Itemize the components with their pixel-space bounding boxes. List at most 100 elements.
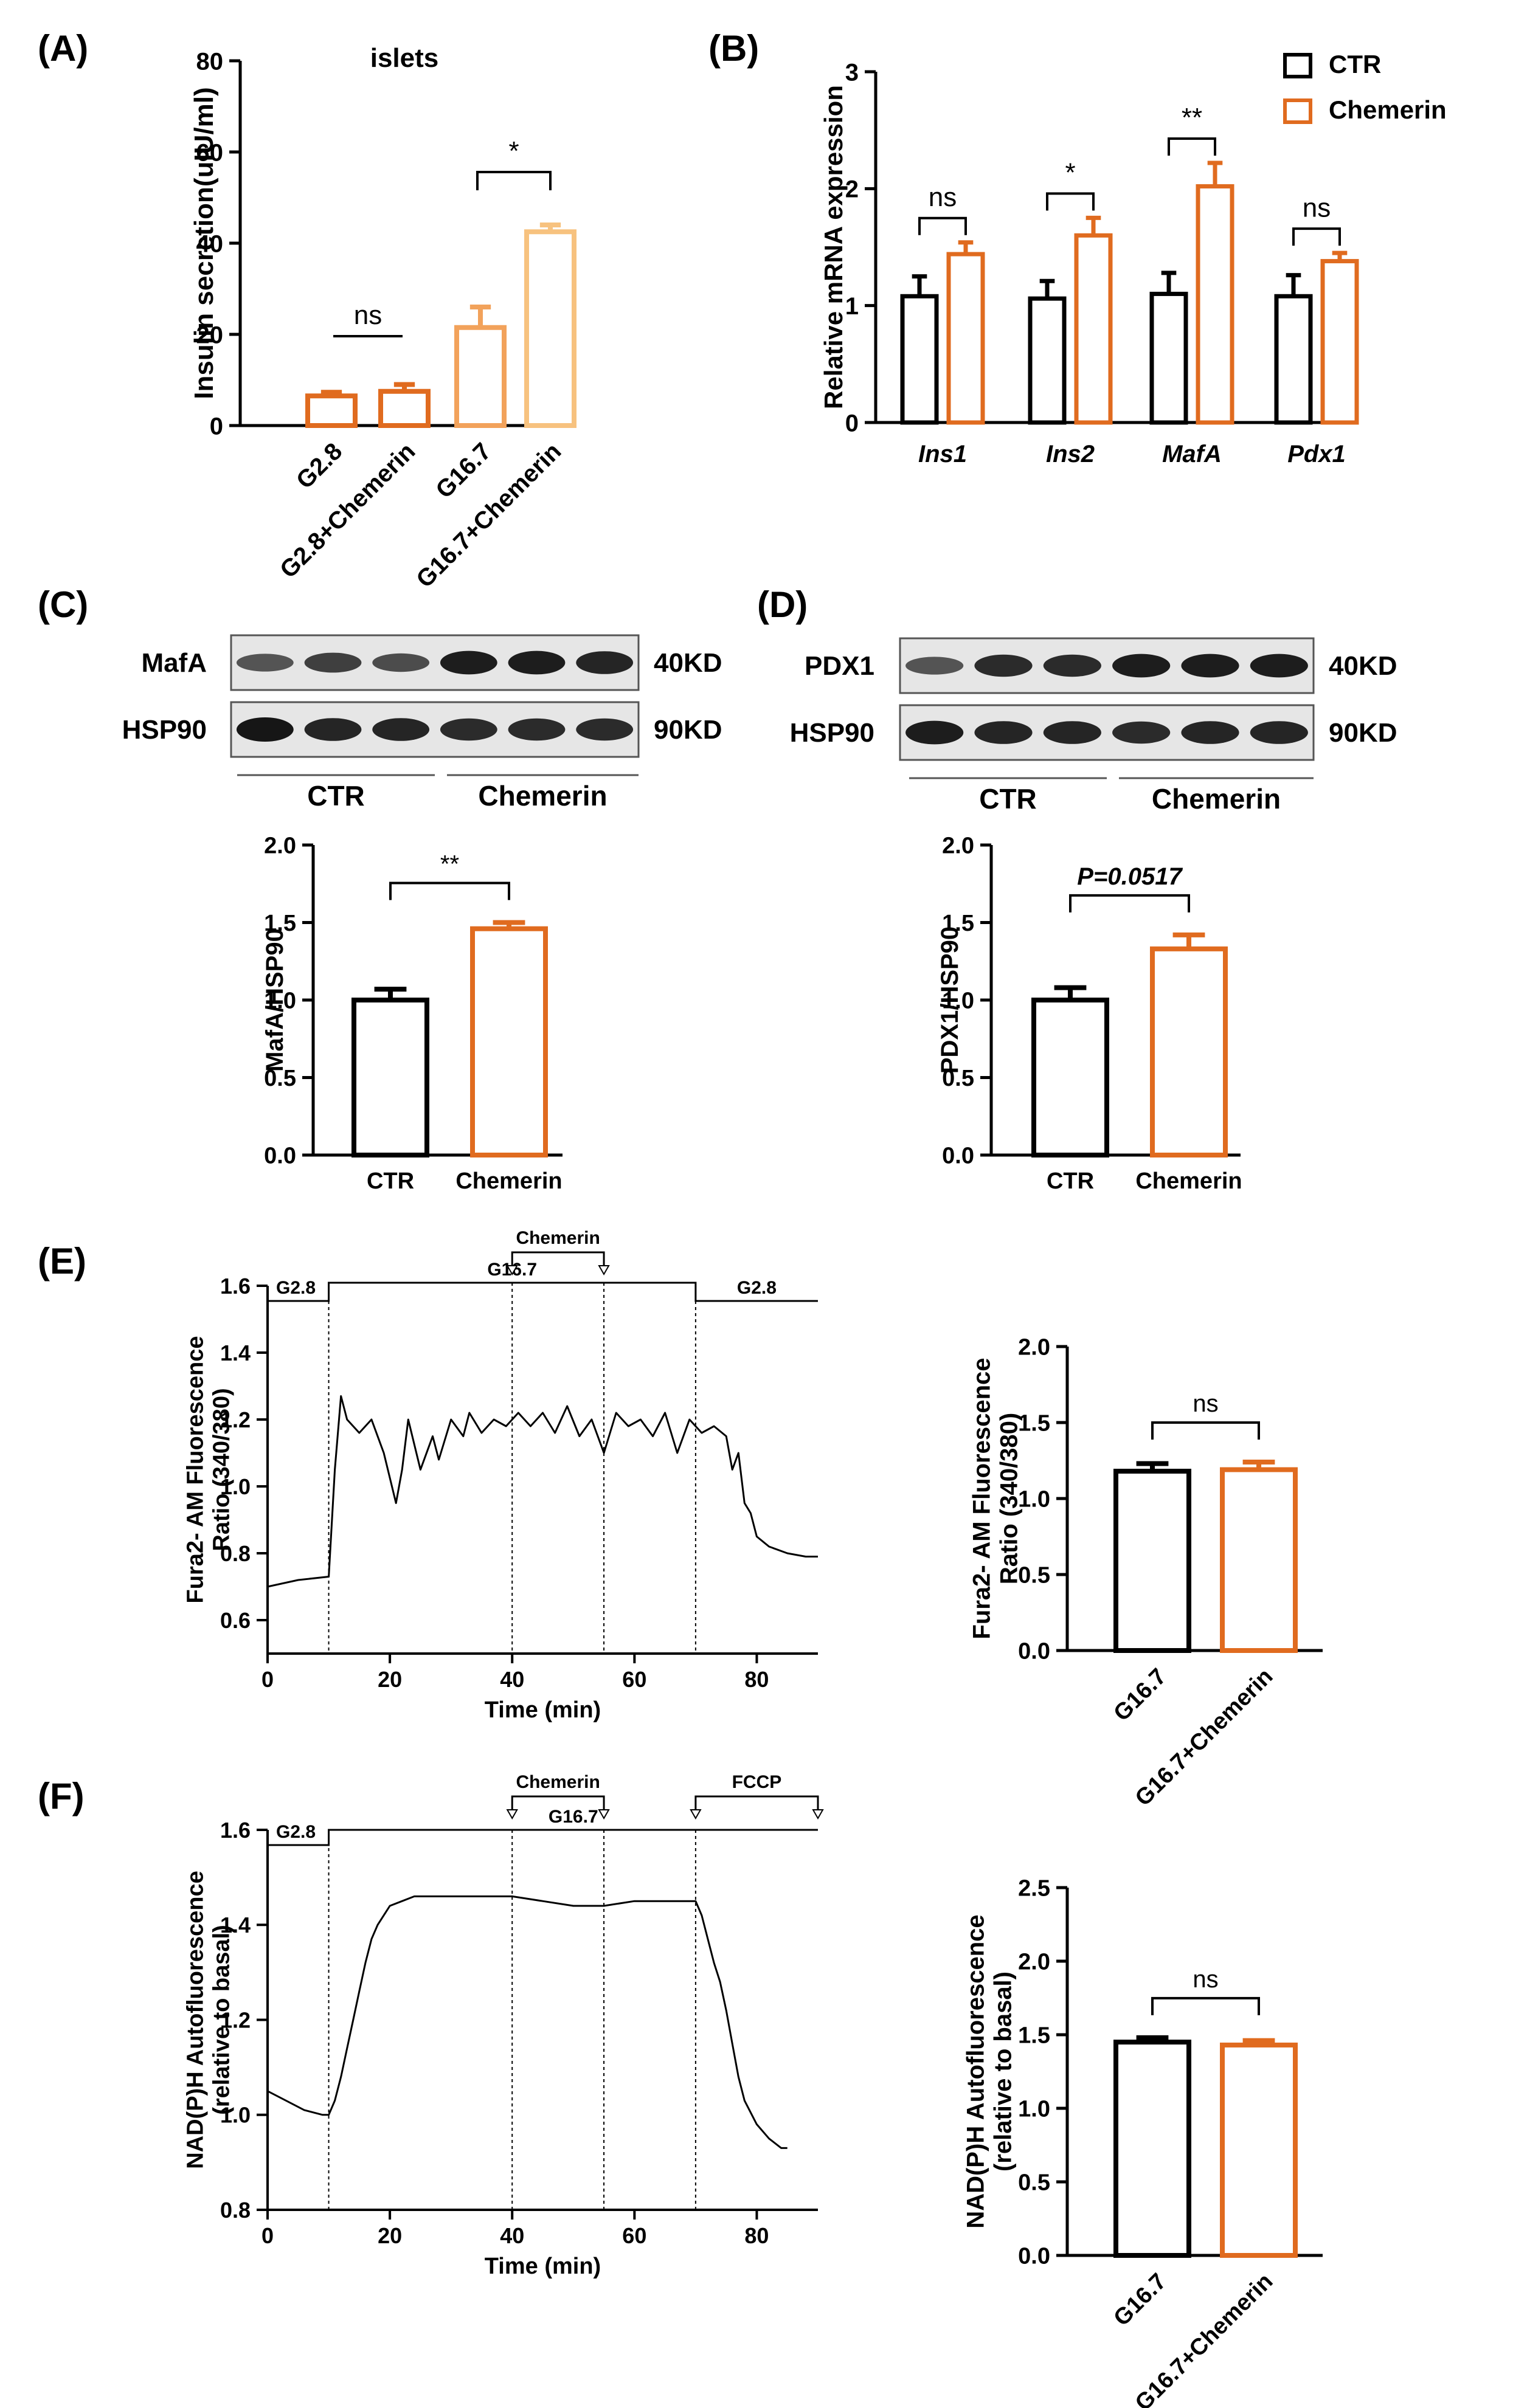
- y-axis-label: Ratio (340/380): [995, 1413, 1022, 1584]
- y-axis-label: NAD(P)H Autofluorescence: [963, 1914, 989, 2228]
- bar-G16.7+Chemerin: [1220, 2042, 1298, 2258]
- significance-bracket: [1069, 894, 1190, 912]
- bar-G16.7: [454, 325, 507, 428]
- blot-band: [1043, 721, 1101, 744]
- y-tick-label: 1.0: [220, 2103, 251, 2128]
- blot-band: [1112, 654, 1171, 678]
- blot-label-MafA: MafA: [141, 648, 207, 678]
- blot-band: [304, 718, 362, 741]
- bar-chemerin-Ins2: [1074, 233, 1113, 425]
- significance-bracket-label: ns: [1303, 193, 1331, 223]
- y-tick-label: 60: [196, 139, 224, 166]
- panel-label: (F): [38, 1776, 85, 1816]
- significance-bracket: [1046, 192, 1095, 211]
- blot-band: [440, 718, 497, 741]
- addition-arrow: [598, 1809, 610, 1820]
- legend-swatch-chemerin: [1283, 98, 1312, 124]
- x-tick-label: Chemerin: [1135, 1168, 1242, 1194]
- addition-arrow: [506, 1265, 518, 1276]
- x-tick-label: Ins1: [918, 441, 967, 467]
- panel-label: (A): [38, 28, 88, 69]
- significance-bracket: [1168, 137, 1216, 156]
- bar-CTR: [1031, 998, 1109, 1157]
- y-tick-label: 1.6: [220, 1274, 251, 1299]
- lane-group-label: CTR: [979, 783, 1037, 815]
- blot-band: [440, 650, 497, 675]
- y-tick-label: 1.5: [264, 911, 296, 936]
- blot-band: [905, 657, 964, 675]
- y-tick-label: 2.5: [1018, 1876, 1050, 1902]
- x-tick-label: Ins2: [1046, 441, 1095, 467]
- x-tick-label: CTR: [1047, 1168, 1094, 1194]
- lane-group-label: CTR: [307, 780, 365, 812]
- lane-group-label: Chemerin: [1152, 783, 1281, 815]
- bar-CTR: [351, 998, 429, 1157]
- blot-panel-HSP90: [230, 701, 640, 758]
- legend-label-chemerin: Chemerin: [1329, 95, 1447, 124]
- y-axis-label: Ratio (340/380): [209, 1388, 234, 1551]
- addition-label: Chemerin: [516, 1772, 600, 1792]
- y-tick-label: 2.0: [942, 833, 974, 859]
- y-tick-label: 1.0: [220, 1474, 251, 1499]
- x-tick-label: Chemerin: [455, 1168, 562, 1194]
- x-tick-label: MafA: [1162, 441, 1222, 467]
- addition-bar: [694, 1795, 819, 1815]
- y-axis-label: (relative to basal): [209, 1925, 234, 2115]
- y-tick-label: 0.0: [942, 1144, 974, 1169]
- significance-bracket: [1151, 1996, 1260, 2015]
- blot-band: [576, 651, 634, 674]
- addition-arrow: [506, 1809, 518, 1820]
- x-axis-label: Time (min): [485, 1697, 601, 1723]
- chart-title: islets: [370, 43, 439, 73]
- bar-G2.8+Chemerin: [378, 388, 431, 428]
- y-tick-label: 0.0: [1018, 1639, 1050, 1665]
- significance-bracket-label: ns: [929, 182, 957, 212]
- significance-bracket-label: ns: [1193, 1390, 1218, 1417]
- addition-bar: [511, 1251, 605, 1271]
- y-axis-label: PDX1/HSP90: [937, 926, 963, 1074]
- bar-G2.8: [305, 393, 358, 428]
- y-tick-label: 0.6: [220, 1608, 251, 1633]
- significance-bracket-label: P=0.0517: [1077, 863, 1183, 890]
- blot-panel-PDX1: [899, 637, 1315, 694]
- y-tick-label: 1: [845, 293, 859, 320]
- significance-bracket: [1292, 227, 1341, 246]
- y-tick-label: 1.2: [220, 2007, 251, 2032]
- bar-G16.7: [1113, 1469, 1191, 1653]
- x-tick-label: G2.8: [291, 438, 347, 494]
- y-tick-label: 2.0: [1018, 1335, 1050, 1361]
- y-tick-label: 1.5: [942, 911, 974, 936]
- blot-label-HSP90: HSP90: [790, 718, 874, 748]
- addition-arrow: [812, 1809, 824, 1820]
- y-tick-label: 1.5: [1018, 2023, 1050, 2049]
- y-tick-label: 0.0: [264, 1144, 296, 1169]
- y-tick-label: 1.0: [942, 988, 974, 1014]
- blot-band: [1181, 721, 1239, 744]
- blot-band: [905, 720, 964, 745]
- y-axis-label: (relative to basal): [989, 1972, 1016, 2172]
- y-axis-label: Relative mRNA expression: [819, 85, 848, 409]
- significance-bracket: [476, 171, 552, 190]
- y-tick-label: 0.5: [1018, 2170, 1050, 2196]
- y-axis-label: NAD(P)H Autofluorescence: [183, 1871, 209, 2169]
- blot-band: [372, 653, 430, 672]
- y-tick-label: 1.4: [220, 1340, 251, 1365]
- blot-panel-MafA: [230, 634, 640, 691]
- protocol-label: G16.7: [549, 1807, 598, 1827]
- bar-chemerin-Ins1: [946, 252, 985, 425]
- significance-bracket-label: ns: [354, 300, 382, 330]
- significance-bracket: [1151, 1421, 1260, 1440]
- panel-label: (D): [757, 584, 808, 625]
- y-tick-label: 1.4: [220, 1913, 251, 1937]
- protocol-label: G2.8: [737, 1278, 777, 1298]
- addition-label: FCCP: [732, 1772, 782, 1792]
- x-tick-label: 60: [622, 2223, 646, 2248]
- significance-bracket-label: *: [1065, 158, 1075, 188]
- blot-size-HSP90: 90KD: [1329, 718, 1397, 748]
- protocol-label: G2.8: [276, 1278, 316, 1298]
- blot-panel-HSP90: [899, 704, 1315, 761]
- blot-size-MafA: 40KD: [654, 648, 722, 678]
- blot-band: [1112, 721, 1171, 744]
- y-tick-label: 1.6: [220, 1818, 251, 1843]
- protocol-bar: [268, 1829, 818, 1846]
